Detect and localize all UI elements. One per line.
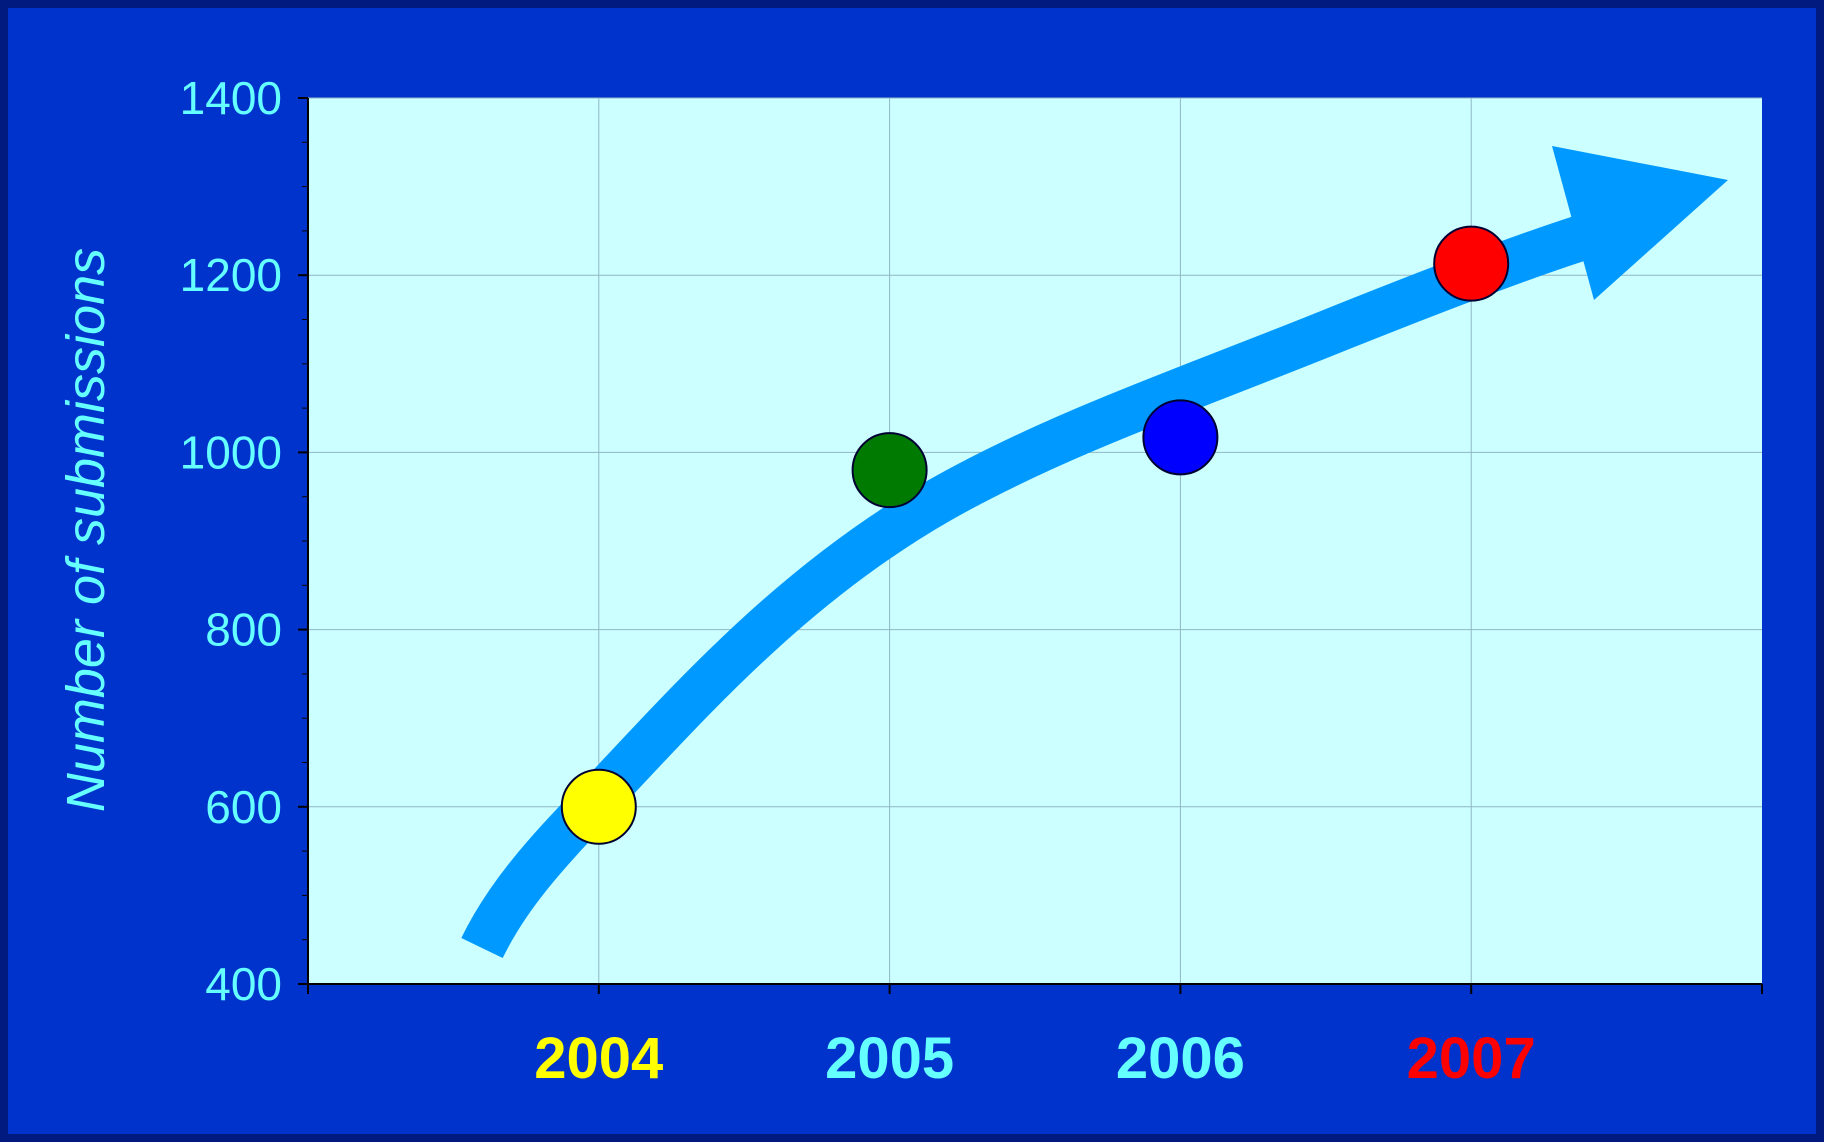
trend-arrow-head [1552,146,1728,300]
y-tick-label: 1000 [180,426,282,478]
y-tick-labels: 400 600 800 1000 1200 1400 [180,72,282,1010]
axes [298,97,1763,994]
y-tick-label: 800 [205,604,282,656]
y-axis-title: Number of submissions [56,248,116,812]
data-point-2007 [1433,225,1510,302]
y-tick-label: 1200 [180,249,282,301]
data-point-2004 [560,768,637,845]
y-tick-label: 400 [205,958,282,1010]
data-points [560,225,1510,845]
y-tick-label: 1400 [180,72,282,124]
x-tick-label-2006: 2006 [1116,1026,1245,1091]
y-tick-label: 600 [205,781,282,833]
x-tick-label-2005: 2005 [825,1026,954,1091]
x-tick-labels: 2004 2005 2006 2007 [534,1026,1535,1091]
data-point-2005 [851,432,928,509]
x-tick-label-2007: 2007 [1407,1026,1536,1091]
data-point-2006 [1142,399,1219,476]
x-tick-label-2004: 2004 [534,1026,663,1091]
